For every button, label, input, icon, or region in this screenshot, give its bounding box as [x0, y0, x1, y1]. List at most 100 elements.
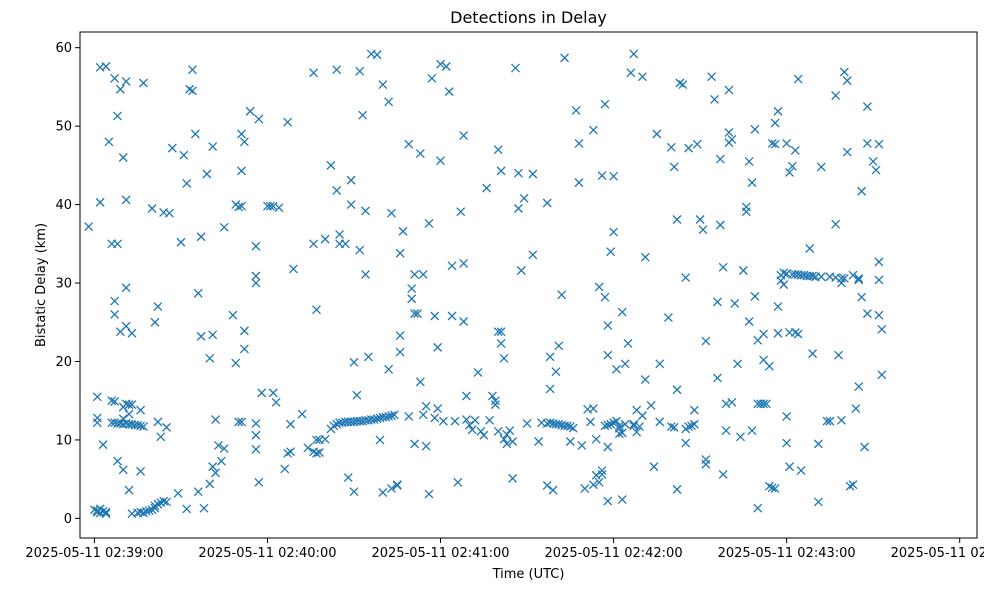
data-point — [548, 485, 558, 495]
data-point — [588, 125, 598, 135]
data-point — [176, 237, 186, 247]
data-point — [239, 137, 249, 147]
data-point — [672, 484, 682, 494]
data-point — [848, 270, 858, 280]
data-point — [95, 197, 105, 207]
data-point — [387, 484, 396, 494]
data-point — [340, 239, 350, 249]
data-point — [874, 257, 884, 267]
data-point — [816, 272, 826, 282]
data-point — [594, 282, 604, 292]
data-point — [335, 229, 345, 239]
data-point — [727, 135, 737, 144]
data-point — [741, 202, 751, 212]
data-point — [369, 415, 379, 425]
x-tick-label: 2025-05-11 02:39:00 — [25, 546, 163, 561]
data-point — [110, 296, 120, 306]
data-point — [395, 331, 405, 341]
data-point — [499, 434, 509, 444]
data-point — [173, 488, 183, 498]
data-point — [407, 284, 417, 293]
data-point — [138, 78, 148, 88]
data-point — [612, 416, 621, 426]
data-point — [133, 420, 143, 430]
data-point — [502, 439, 512, 449]
data-point — [600, 421, 610, 431]
data-point — [251, 419, 261, 428]
data-point — [868, 156, 878, 166]
x-tick-label: 2025-05-11 02:41:00 — [371, 546, 509, 561]
data-point — [415, 377, 425, 387]
data-point — [701, 459, 711, 469]
x-tick-label: 2025-05-11 02:42:00 — [545, 546, 683, 561]
data-point — [542, 480, 552, 490]
data-point — [395, 248, 405, 258]
data-point — [219, 444, 229, 454]
data-point — [110, 309, 120, 319]
data-point — [692, 139, 702, 149]
data-point — [528, 169, 538, 179]
data-point — [689, 405, 699, 415]
data-point — [580, 484, 590, 494]
data-point — [136, 421, 146, 431]
data-point — [430, 311, 440, 321]
data-point — [404, 139, 414, 149]
data-point — [265, 201, 275, 211]
data-point — [626, 68, 636, 78]
x-axis: 2025-05-11 02:39:00 2025-05-11 02:40:00 20… — [25, 538, 984, 561]
data-point — [288, 264, 298, 274]
data-point — [629, 419, 639, 429]
data-point — [591, 470, 601, 480]
data-point — [438, 416, 448, 426]
data-point — [355, 245, 365, 255]
data-point — [84, 222, 94, 232]
data-point — [92, 418, 102, 428]
data-point — [629, 49, 639, 59]
data-point — [188, 86, 197, 96]
data-point — [459, 131, 469, 141]
data-point — [346, 200, 356, 210]
data-point — [182, 178, 192, 188]
data-point — [118, 402, 128, 412]
data-point — [764, 361, 774, 371]
data-point — [715, 220, 725, 230]
data-point — [98, 440, 108, 450]
data-point — [314, 448, 324, 457]
data-point — [485, 415, 495, 425]
data-point — [831, 219, 841, 229]
data-point — [652, 129, 662, 139]
data-point — [150, 317, 160, 327]
data-point — [208, 462, 218, 472]
data-point — [424, 489, 434, 499]
data-point — [387, 411, 396, 421]
data-point — [190, 129, 200, 139]
data-point — [822, 416, 832, 426]
data-point — [101, 509, 111, 519]
y-tick-label: 20 — [55, 355, 72, 370]
data-point — [303, 443, 313, 453]
data-point — [493, 145, 503, 155]
data-point — [770, 139, 780, 149]
data-point — [854, 275, 864, 285]
data-point — [418, 269, 428, 279]
data-point — [825, 416, 835, 426]
data-point — [346, 175, 356, 185]
data-point — [698, 225, 708, 235]
data-point — [208, 330, 218, 340]
data-point — [635, 422, 645, 432]
data-point — [312, 305, 321, 315]
data-point — [113, 111, 122, 121]
data-point — [496, 166, 506, 176]
data-point — [574, 178, 584, 188]
data-point — [655, 417, 665, 427]
data-point — [750, 291, 760, 301]
data-point — [136, 466, 146, 476]
data-point — [268, 388, 278, 398]
data-point — [332, 65, 342, 75]
data-point — [141, 506, 151, 516]
data-point — [773, 328, 783, 338]
x-tick-label: 2025-05-11 02:44:00 — [891, 546, 984, 561]
data-point — [785, 462, 794, 472]
y-tick-label: 50 — [55, 120, 72, 135]
